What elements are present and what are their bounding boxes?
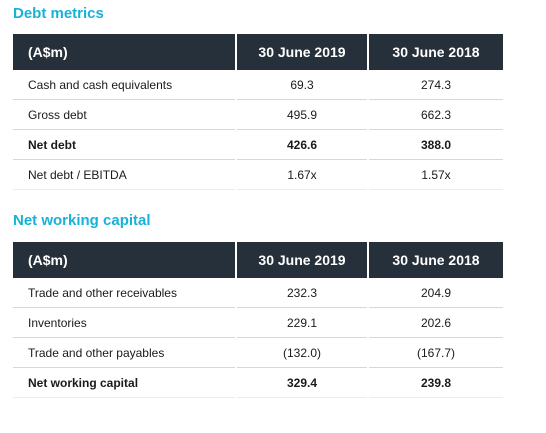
- row-label: Inventories: [13, 307, 236, 338]
- value-2018: (167.7): [367, 337, 503, 368]
- table-row: Trade and other payables (132.0) (167.7): [13, 337, 503, 368]
- value-2018: 388.0: [367, 129, 503, 160]
- net-working-capital-title: Net working capital: [13, 212, 151, 229]
- row-label: Net working capital: [13, 367, 236, 398]
- value-2019: 229.1: [235, 307, 368, 338]
- value-2019: 495.9: [235, 99, 368, 130]
- value-2019: 232.3: [235, 278, 368, 308]
- net-working-capital-table: (A$m) 30 June 2019 30 June 2018 Trade an…: [13, 242, 503, 398]
- column-header-2018: 30 June 2018: [367, 34, 503, 70]
- table-row: Inventories 229.1 202.6: [13, 307, 503, 338]
- value-2019: 329.4: [235, 367, 368, 398]
- value-2018: 204.9: [367, 278, 503, 308]
- table-row-total: Net debt 426.6 388.0: [13, 129, 503, 160]
- row-label: Trade and other payables: [13, 337, 236, 368]
- debt-metrics-title: Debt metrics: [13, 5, 104, 22]
- value-2019: 426.6: [235, 129, 368, 160]
- value-2019: 1.67x: [235, 159, 368, 190]
- column-header-unit: (A$m): [13, 34, 236, 70]
- column-header-2019: 30 June 2019: [235, 242, 368, 278]
- debt-metrics-table: (A$m) 30 June 2019 30 June 2018 Cash and…: [13, 34, 503, 190]
- row-label: Net debt: [13, 129, 236, 160]
- column-header-2018: 30 June 2018: [367, 242, 503, 278]
- value-2018: 1.57x: [367, 159, 503, 190]
- value-2019: (132.0): [235, 337, 368, 368]
- table-header-row: (A$m) 30 June 2019 30 June 2018: [13, 242, 503, 278]
- value-2018: 239.8: [367, 367, 503, 398]
- row-label: Net debt / EBITDA: [13, 159, 236, 190]
- column-header-unit: (A$m): [13, 242, 236, 278]
- table-row: Net debt / EBITDA 1.67x 1.57x: [13, 159, 503, 190]
- column-header-2019: 30 June 2019: [235, 34, 368, 70]
- value-2018: 274.3: [367, 70, 503, 100]
- table-row-total: Net working capital 329.4 239.8: [13, 367, 503, 398]
- row-label: Gross debt: [13, 99, 236, 130]
- table-header-row: (A$m) 30 June 2019 30 June 2018: [13, 34, 503, 70]
- table-row: Cash and cash equivalents 69.3 274.3: [13, 70, 503, 100]
- row-label: Trade and other receivables: [13, 278, 236, 308]
- table-row: Trade and other receivables 232.3 204.9: [13, 278, 503, 308]
- value-2019: 69.3: [235, 70, 368, 100]
- row-label: Cash and cash equivalents: [13, 70, 236, 100]
- table-row: Gross debt 495.9 662.3: [13, 99, 503, 130]
- value-2018: 662.3: [367, 99, 503, 130]
- value-2018: 202.6: [367, 307, 503, 338]
